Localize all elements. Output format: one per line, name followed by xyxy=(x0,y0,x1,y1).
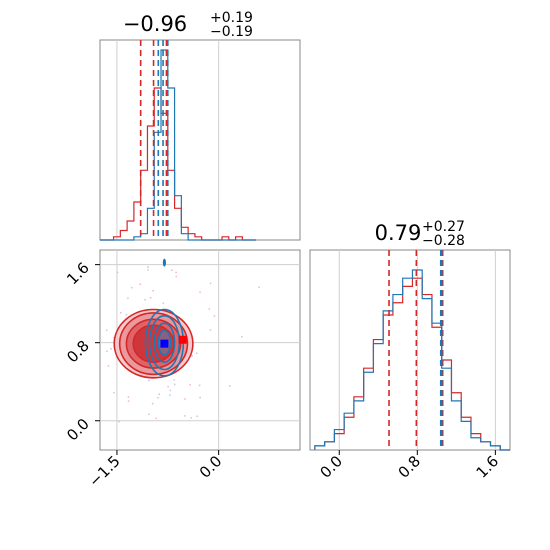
hist-y-xtick-label: 1.6 xyxy=(473,452,503,482)
contour-scatter-point xyxy=(184,414,186,417)
panel-contour: −1.5 0.0 0.0 0.8 1.6 xyxy=(63,249,301,491)
contour-scatter-point xyxy=(198,384,201,387)
contour-scatter-point xyxy=(151,402,154,405)
hist-x-title: −0.96 xyxy=(123,12,187,36)
contour-scatter-point xyxy=(116,271,119,274)
hist-y-xtick-label: 0.0 xyxy=(316,452,346,482)
contour-scatter-point xyxy=(258,286,260,289)
contour-scatter-point xyxy=(139,283,142,286)
contour-scatter-point xyxy=(199,291,201,294)
contour-scatter-point xyxy=(175,271,177,274)
contour-scatter-point xyxy=(191,355,194,357)
contour-scatter-point xyxy=(118,420,120,423)
hist-y-title-plus: +0.27 xyxy=(422,219,465,235)
panel-hist-y: 0.0 0.8 1.6 0.79 +0.27 −0.28 xyxy=(309,219,511,482)
contour-scatter-point xyxy=(190,416,193,419)
contour-scatter-point xyxy=(209,282,212,285)
contour-scatter-point xyxy=(127,396,130,398)
hist-x-series-blue xyxy=(100,49,256,241)
contour-scatter-point xyxy=(169,389,172,392)
hist-x-title-plus: +0.19 xyxy=(210,10,253,26)
contour-xtick-label: −1.5 xyxy=(85,452,123,490)
contour-ytick-label: 0.0 xyxy=(63,415,93,445)
contour-scatter-point xyxy=(146,268,149,271)
contour-scatter-point xyxy=(167,385,169,388)
contour-scatter-point xyxy=(106,350,108,353)
contour-scatter-point xyxy=(155,417,158,420)
hist-x-title-minus: −0.19 xyxy=(210,24,253,40)
contour-scatter-point xyxy=(110,347,112,350)
contour-scatter-point xyxy=(105,329,108,332)
contour-blue-level xyxy=(153,322,176,363)
contour-scatter-point xyxy=(113,391,115,394)
contour-scatter-point xyxy=(157,396,159,399)
contour-ytick-label: 1.6 xyxy=(63,259,93,289)
contour-scatter-point xyxy=(130,286,133,289)
contour-scatter-point xyxy=(107,365,110,367)
contour-scatter-point xyxy=(158,393,161,396)
contour-scatter-point xyxy=(152,289,155,292)
contour-scatter-point xyxy=(209,329,212,331)
contour-scatter-point xyxy=(147,266,149,268)
contour-scatter-point xyxy=(213,314,216,317)
contour-scatter-point xyxy=(189,383,191,386)
contour-scatter-point xyxy=(125,313,128,316)
panel-hist-x-frame xyxy=(99,39,301,241)
contour-scatter-point xyxy=(173,378,176,381)
contour-scatter-point xyxy=(147,379,150,382)
contour-scatter-point xyxy=(119,311,122,314)
panel-hist-y-frame xyxy=(309,249,511,451)
contour-scatter-point xyxy=(184,398,186,400)
contour-scatter-point xyxy=(147,413,150,416)
contour-scatter-point xyxy=(168,394,171,397)
contour-truth-marker xyxy=(178,335,187,344)
contour-scatter-point xyxy=(208,308,211,310)
hist-y-series-blue xyxy=(314,269,510,451)
contour-scatter-point xyxy=(127,297,129,300)
contour-scatter-point xyxy=(170,269,173,272)
contour-scatter-point xyxy=(162,302,165,305)
contour-truth-marker xyxy=(160,339,169,348)
contour-scatter-point xyxy=(196,415,199,418)
contour-scatter-point xyxy=(175,275,178,278)
contour-scatter-point xyxy=(240,335,243,338)
contour-blue-island xyxy=(162,258,167,267)
contour-scatter-point xyxy=(149,296,152,299)
contour-scatter-point xyxy=(195,352,198,355)
contour-scatter-point xyxy=(173,383,176,386)
contour-scatter-point xyxy=(144,298,146,301)
contour-xtick-label: 0.0 xyxy=(196,452,226,482)
contour-scatter-point xyxy=(127,400,130,403)
contour-scatter-point xyxy=(199,396,202,399)
contour-ytick-label: 0.8 xyxy=(63,337,93,367)
panel-hist-x: −0.96 +0.19 −0.19 xyxy=(99,10,301,241)
contour-scatter-point xyxy=(228,384,231,387)
hist-y-xtick-label: 0.8 xyxy=(395,452,425,482)
hist-y-title: 0.79 xyxy=(375,221,422,245)
hist-y-title-minus: −0.28 xyxy=(422,233,465,249)
